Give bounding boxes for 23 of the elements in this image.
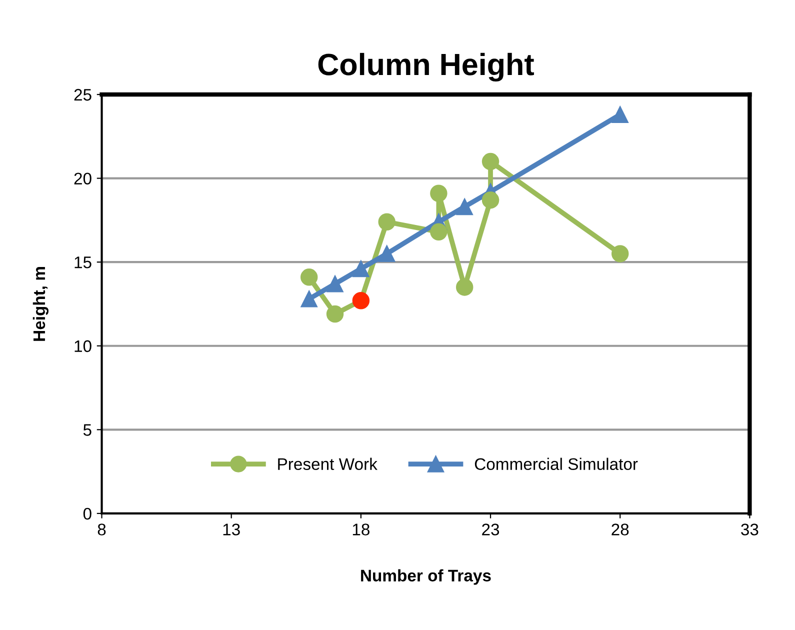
y-tick-label: 0 — [83, 508, 92, 520]
x-axis-title: Number of Trays — [361, 569, 491, 585]
y-tick-label: 15 — [74, 256, 92, 268]
x-tick-label: 23 — [482, 524, 500, 536]
x-tick-label: 8 — [98, 524, 106, 536]
point — [326, 276, 344, 292]
point — [456, 198, 473, 216]
legend-label: Present Work — [278, 458, 378, 470]
y-axis-title: Height, m — [32, 267, 48, 341]
y-tick-label: 25 — [74, 88, 92, 101]
y-tick-label: 20 — [74, 172, 92, 184]
point — [300, 290, 318, 308]
x-tick-label: 28 — [612, 524, 629, 536]
y-tick-label: 10 — [74, 340, 92, 352]
x-tick-label: 13 — [223, 524, 240, 536]
point — [612, 106, 628, 123]
x-tick-label: 18 — [352, 524, 370, 536]
point — [378, 245, 396, 262]
point — [352, 260, 370, 278]
legend-label: Commercial Simulator — [474, 458, 638, 470]
x-tick-label: 33 — [741, 524, 758, 536]
chart-title: Column Height — [318, 52, 534, 82]
y-tick-label: 5 — [83, 424, 92, 436]
